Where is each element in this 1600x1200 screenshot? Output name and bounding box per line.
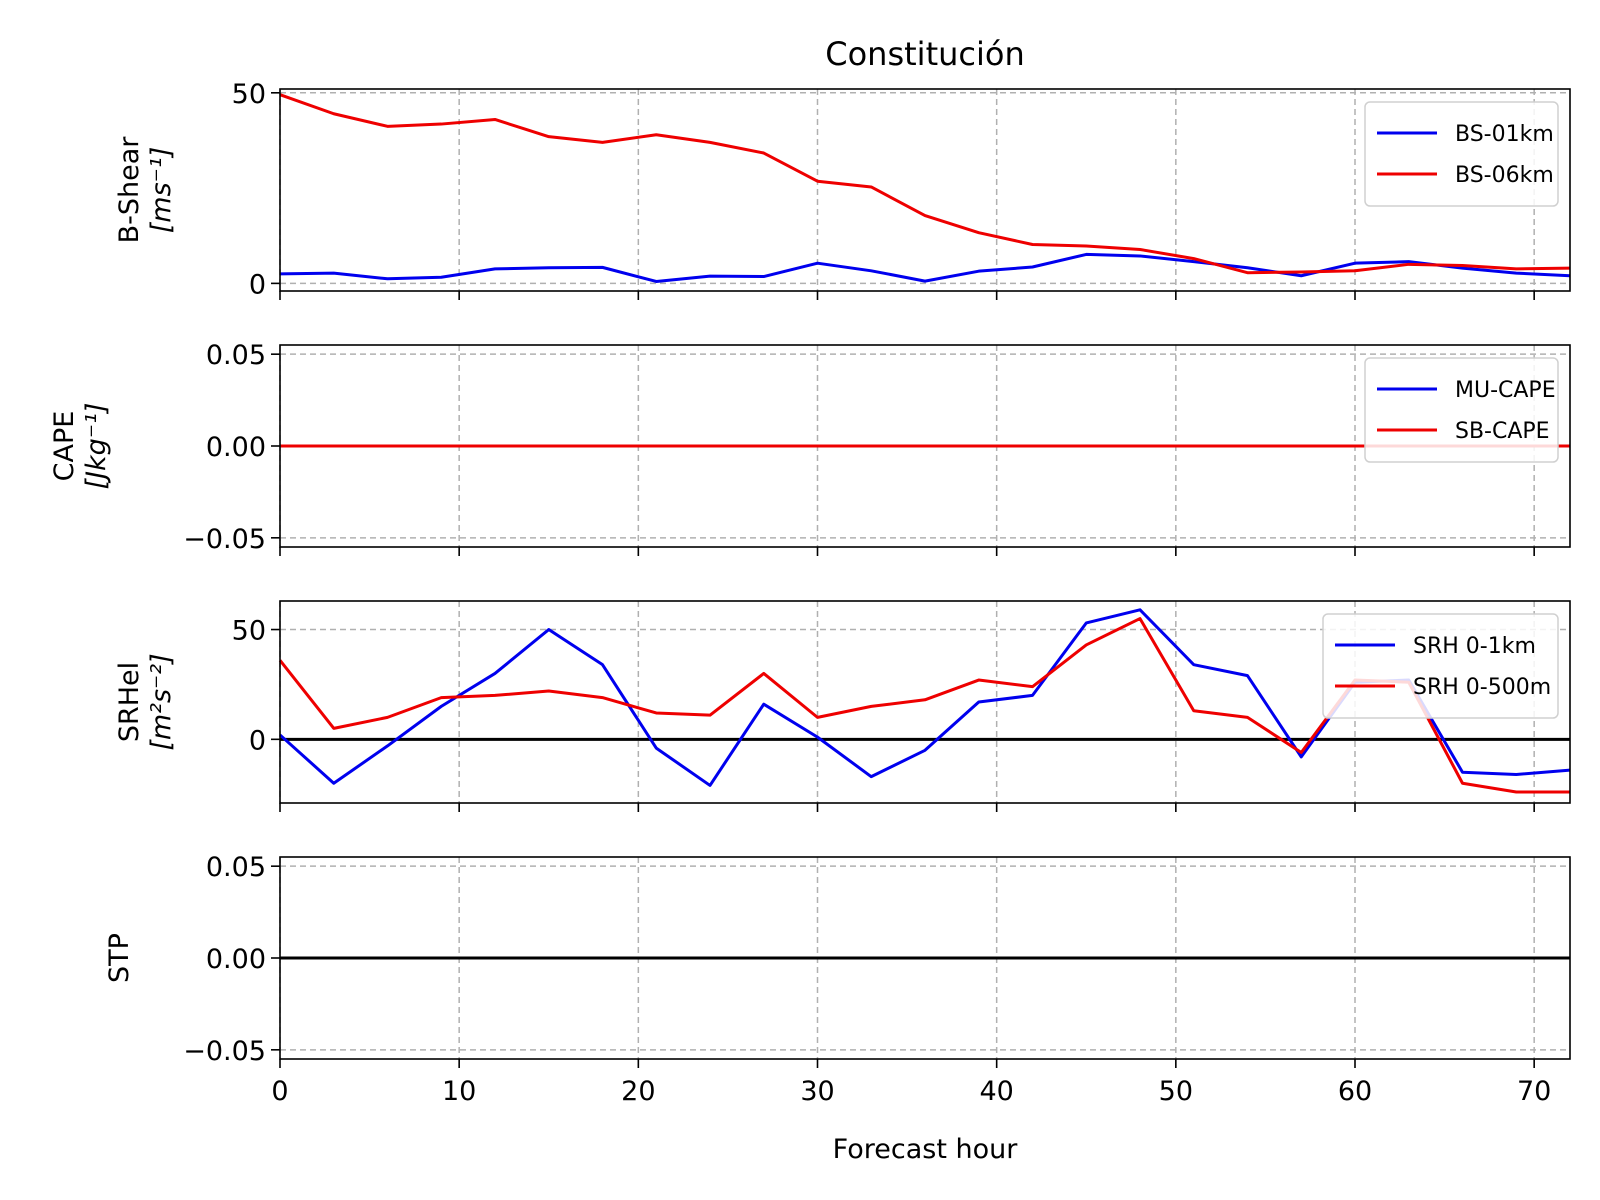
y-axis-label: STP — [104, 933, 135, 983]
y-tick-label: −0.05 — [183, 1036, 266, 1067]
y-axis-label: B-Shear — [114, 136, 145, 244]
panel-srhel: 0 50 SRHel [m²s⁻²] SRH 0-1km SRH 0-500m — [114, 600, 1571, 812]
x-tick-label: 20 — [621, 1076, 655, 1107]
legend-entry-label: BS-06km — [1455, 163, 1554, 188]
y-tick-label: 0.00 — [206, 944, 266, 975]
y-axis-label: CAPE — [49, 411, 80, 482]
legend: SRH 0-1km SRH 0-500m — [1322, 613, 1559, 719]
y-tick-label: 50 — [232, 616, 266, 647]
y-axis-unit: [ms⁻¹] — [146, 147, 177, 234]
legend-entry-label: MU-CAPE — [1455, 378, 1556, 403]
legend-entry-label: BS-01km — [1455, 122, 1554, 147]
x-tick-label: 30 — [800, 1076, 834, 1107]
legend: BS-01km BS-06km — [1364, 101, 1559, 207]
y-tick-label: −0.05 — [183, 524, 266, 555]
x-axis-label: Forecast hour — [833, 1134, 1019, 1165]
figure-title: Constitución — [825, 35, 1024, 73]
x-tick-label: 10 — [442, 1076, 476, 1107]
y-tick-label: 0.00 — [206, 432, 266, 463]
series-line-bs-01km — [279, 252, 1571, 283]
legend-box — [1364, 101, 1559, 207]
x-tick-label: 0 — [271, 1076, 288, 1107]
legend-entry-label: SRH 0-500m — [1413, 675, 1551, 700]
y-axis-unit: [Jkg⁻¹] — [81, 403, 112, 490]
legend-entry-label: SB-CAPE — [1455, 419, 1550, 444]
panel-stp: 0 10 20 30 40 50 60 70 −0.05 0.00 0.05 STP — [104, 852, 1571, 1107]
y-tick-label: 0 — [249, 725, 266, 756]
x-tick-label: 40 — [979, 1076, 1013, 1107]
series-line-bs-06km — [279, 93, 1571, 275]
legend-box — [1364, 357, 1559, 463]
legend: MU-CAPE SB-CAPE — [1364, 357, 1559, 463]
y-axis-label: SRHel — [114, 662, 145, 742]
panel-cape: −0.05 0.00 0.05 CAPE [Jkg⁻¹] MU-CAPE SB-CAPE — [49, 340, 1571, 556]
plot-frame — [279, 88, 1571, 292]
y-tick-label: 50 — [232, 79, 266, 110]
y-tick-label: 0.05 — [206, 340, 266, 371]
plot-frame — [279, 600, 1571, 804]
x-tick-label: 60 — [1338, 1076, 1372, 1107]
legend-box — [1322, 613, 1559, 719]
panel-bshear: 0 50 B-Shear [ms⁻¹] BS-01km BS-06km — [114, 79, 1571, 300]
y-tick-label: 0.05 — [206, 852, 266, 883]
x-tick-label: 70 — [1517, 1076, 1551, 1107]
legend-entry-label: SRH 0-1km — [1413, 634, 1536, 659]
y-tick-label: 0 — [249, 269, 266, 300]
y-axis-unit: [m²s⁻²] — [146, 653, 177, 750]
x-tick-label: 50 — [1159, 1076, 1193, 1107]
